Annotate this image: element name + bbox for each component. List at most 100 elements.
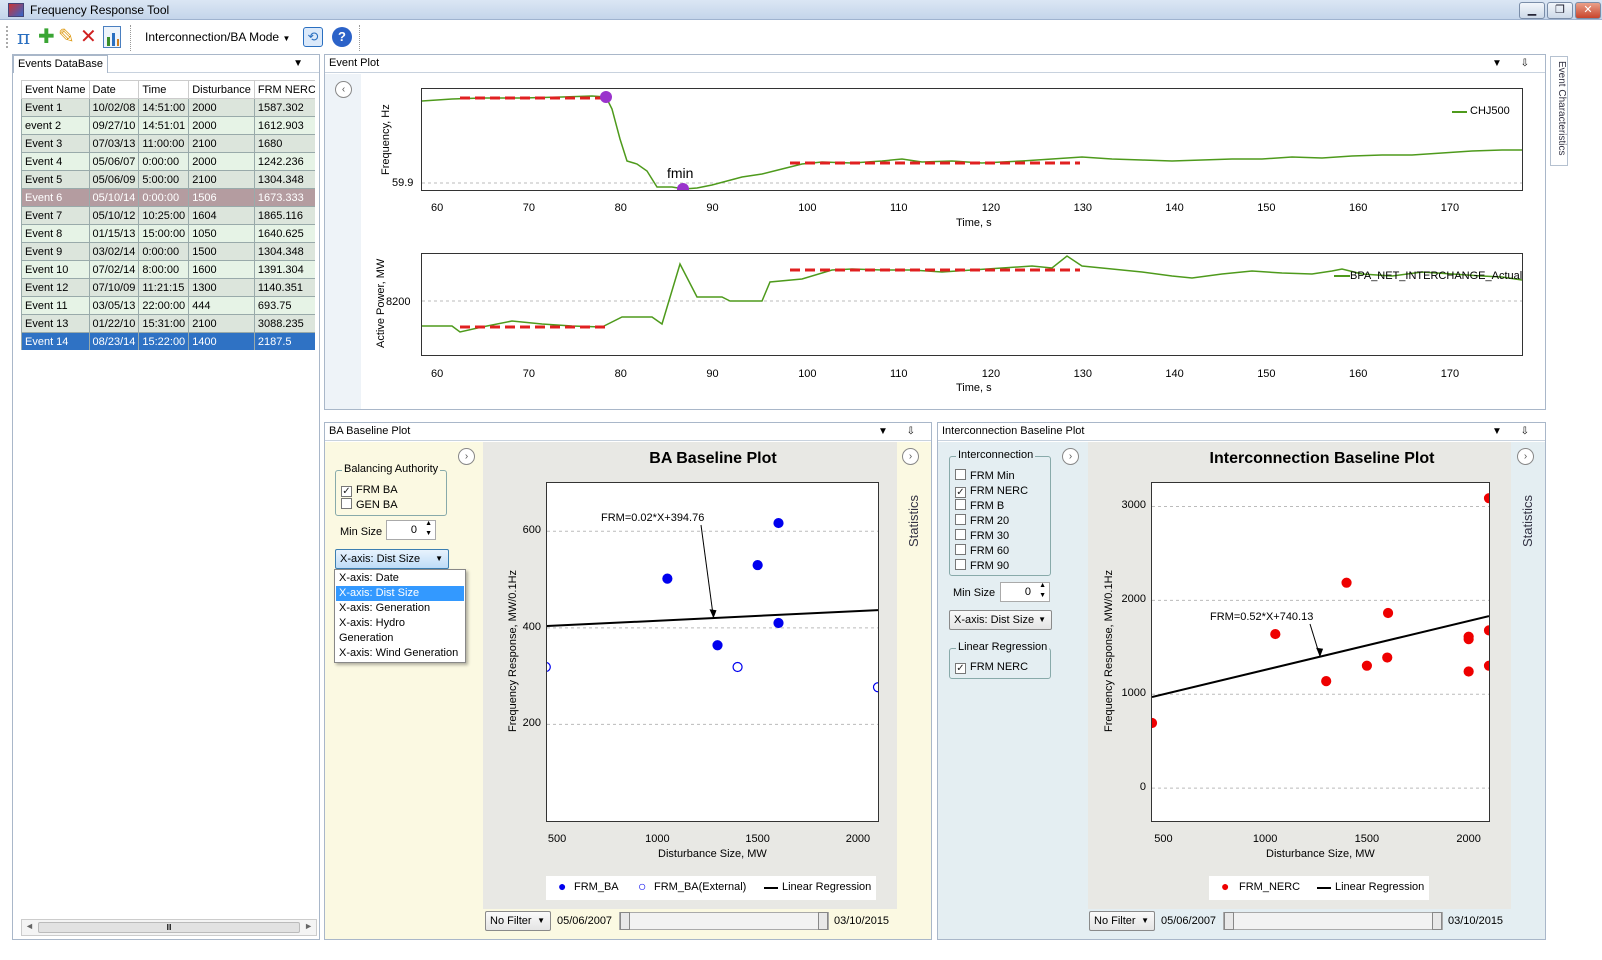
dropdown-option[interactable]: X-axis: Dist Size bbox=[336, 586, 464, 601]
panel-menu-icon[interactable]: ▼ bbox=[293, 58, 311, 69]
horizontal-scrollbar[interactable]: ◄ Ⅲ ► bbox=[21, 919, 317, 936]
spinner-arrows-icon[interactable]: ▲ ▼ bbox=[425, 520, 432, 537]
checkbox-icon[interactable] bbox=[955, 544, 966, 555]
checkbox-row[interactable]: ✓ FRM BA bbox=[341, 483, 398, 498]
checkbox-row[interactable]: ✓ FRM NERC bbox=[955, 484, 1028, 499]
column-header[interactable]: Disturbance bbox=[188, 80, 255, 99]
table-row[interactable]: Event 8 01/15/13 15:00:00 1050 1640.625 bbox=[21, 224, 315, 243]
checkbox-row[interactable]: FRM 60 bbox=[955, 544, 1028, 559]
checkbox-checked-icon[interactable]: ✓ bbox=[955, 663, 966, 674]
checkbox-icon[interactable] bbox=[955, 514, 966, 525]
ic-spinner-arrows-icon[interactable]: ▲ ▼ bbox=[1039, 582, 1046, 599]
ba-legend-regression: Linear Regression bbox=[782, 881, 872, 893]
table-row[interactable]: Event 12 07/10/09 11:21:15 1300 1140.351 bbox=[21, 278, 315, 297]
dropdown-option[interactable]: X-axis: Date bbox=[339, 572, 399, 584]
checkbox-row[interactable]: FRM 20 bbox=[955, 514, 1028, 529]
dropdown-option[interactable]: X-axis: Hydro Generation bbox=[339, 617, 406, 644]
add-icon[interactable]: ✚ bbox=[38, 26, 55, 48]
table-row[interactable]: Event 7 05/10/12 10:25:00 1604 1865.116 bbox=[21, 206, 315, 225]
checkbox-icon[interactable] bbox=[955, 499, 966, 510]
checkbox-checked-icon[interactable]: ✓ bbox=[955, 487, 966, 498]
panel-pin-icon[interactable]: ▼ ⇩ bbox=[1491, 58, 1537, 69]
x-tick-label: 120 bbox=[981, 202, 1001, 214]
checkbox-icon[interactable] bbox=[955, 559, 966, 570]
table-row[interactable]: Event 1 10/02/08 14:51:00 2000 1587.302 bbox=[21, 98, 315, 117]
ba-xaxis-combo[interactable]: X-axis: Dist Size bbox=[335, 549, 449, 569]
checkbox-icon[interactable] bbox=[955, 469, 966, 480]
events-tab[interactable]: Events DataBase bbox=[13, 55, 108, 73]
scroll-right-icon[interactable]: ► bbox=[304, 921, 313, 931]
dropdown-option[interactable]: X-axis: Wind Generation bbox=[339, 647, 459, 659]
checkbox-checked-icon[interactable]: ✓ bbox=[341, 486, 352, 497]
table-row[interactable]: Event 5 05/06/09 5:00:00 2100 1304.348 bbox=[21, 170, 315, 189]
ic-statistics-expand-icon[interactable]: › bbox=[1517, 448, 1534, 465]
ic-xaxis-combo[interactable]: X-axis: Dist Size bbox=[949, 610, 1052, 630]
report-icon[interactable] bbox=[103, 26, 121, 48]
table-row[interactable]: Event 13 01/22/10 15:31:00 2100 3088.235 bbox=[21, 314, 315, 333]
ic-panel-pin-icon[interactable]: ▼ ⇩ bbox=[1491, 426, 1537, 437]
table-row[interactable]: Event 3 07/03/13 11:00:00 2100 1680 bbox=[21, 134, 315, 153]
column-header[interactable]: Date bbox=[88, 80, 140, 99]
checkbox-label: FRM 60 bbox=[970, 545, 1010, 557]
mode-dropdown[interactable]: Interconnection/BA Mode ▼ bbox=[145, 30, 291, 44]
table-row[interactable]: Event 11 03/05/13 22:00:00 444 693.75 bbox=[21, 296, 315, 315]
ic-min-size-spinner[interactable]: 0 ▲ ▼ bbox=[1000, 582, 1050, 602]
maximize-button[interactable]: ❐ bbox=[1547, 2, 1573, 19]
x-tick-label: 90 bbox=[706, 368, 719, 380]
column-header[interactable]: Time bbox=[138, 80, 190, 99]
ic-expand-icon[interactable]: › bbox=[1062, 448, 1079, 465]
delete-icon[interactable]: ✕ bbox=[80, 26, 97, 48]
table-cell: 5:00:00 bbox=[138, 170, 190, 189]
ic-statistics-label[interactable]: Statistics bbox=[1520, 494, 1535, 547]
checkbox-row[interactable]: FRM 30 bbox=[955, 529, 1028, 544]
pi-icon[interactable]: π bbox=[17, 25, 31, 49]
checkbox-row[interactable]: FRM B bbox=[955, 499, 1028, 514]
ba-expand-icon[interactable]: › bbox=[458, 448, 475, 465]
help-icon[interactable]: ? bbox=[332, 27, 352, 47]
checkbox-row[interactable]: FRM Min bbox=[955, 469, 1028, 484]
table-row[interactable]: Event 14 08/23/14 15:22:00 1400 2187.5 bbox=[21, 332, 315, 350]
ba-statistics-expand-icon[interactable]: › bbox=[902, 448, 919, 465]
table-cell: 09/27/10 bbox=[88, 116, 140, 135]
table-row[interactable]: Event 10 07/02/14 8:00:00 1600 1391.304 bbox=[21, 260, 315, 279]
refresh-icon[interactable]: ⟲ bbox=[303, 27, 323, 47]
minimize-button[interactable]: ▁ bbox=[1519, 2, 1545, 19]
ba-slider-right-thumb[interactable] bbox=[818, 912, 828, 930]
expand-arrow-icon[interactable]: ‹ bbox=[335, 81, 352, 98]
scroll-left-icon[interactable]: ◄ bbox=[25, 921, 34, 931]
checkbox-icon[interactable] bbox=[341, 498, 352, 509]
edit-pencil-icon[interactable]: ✎ bbox=[58, 26, 75, 48]
table-row[interactable]: Event 4 05/06/07 0:00:00 2000 1242.236 bbox=[21, 152, 315, 171]
ba-slider-left-thumb[interactable] bbox=[620, 912, 630, 930]
checkbox-row[interactable]: ✓ FRM NERC bbox=[955, 660, 1028, 675]
table-row[interactable]: Event 6 05/10/14 0:00:00 1506 1673.333 bbox=[21, 188, 315, 207]
table-row[interactable]: event 2 09/27/10 14:51:01 2000 1612.903 bbox=[21, 116, 315, 135]
event-characteristics-tab[interactable]: Event Characteristics bbox=[1550, 56, 1568, 166]
ic-filter-combo[interactable]: No Filter bbox=[1089, 911, 1155, 931]
ic-chart-title: Interconnection Baseline Plot bbox=[1209, 450, 1435, 467]
ic-panel-title: Interconnection Baseline Plot bbox=[942, 425, 1085, 437]
ic-date-slider[interactable] bbox=[1223, 912, 1443, 930]
dropdown-option[interactable]: X-axis: Generation bbox=[339, 602, 431, 614]
scrollbar-thumb[interactable]: Ⅲ bbox=[38, 922, 300, 933]
column-header[interactable]: FRM NERC bbox=[253, 80, 315, 99]
close-button[interactable]: ✕ bbox=[1575, 2, 1601, 19]
x-tick-label: 130 bbox=[1073, 202, 1092, 214]
checkbox-row[interactable]: GEN BA bbox=[341, 498, 398, 513]
table-row[interactable]: Event 9 03/02/14 0:00:00 1500 1304.348 bbox=[21, 242, 315, 261]
ba-xaxis-dropdown-list: X-axis: Date X-axis: Dist Size X-axis: Gen… bbox=[334, 569, 466, 663]
ba-statistics-label[interactable]: Statistics bbox=[906, 494, 921, 547]
checkbox-row[interactable]: FRM 90 bbox=[955, 559, 1028, 574]
linear-regression-label: Linear Regression bbox=[956, 641, 1050, 653]
x-tick-label: 130 bbox=[1073, 368, 1092, 380]
column-header[interactable]: Event Name bbox=[21, 80, 90, 99]
checkbox-icon[interactable] bbox=[955, 529, 966, 540]
ba-panel-pin-icon[interactable]: ▼ ⇩ bbox=[877, 426, 923, 437]
legend-red-dot-icon: ● bbox=[1221, 878, 1230, 894]
ic-slider-left-thumb[interactable] bbox=[1224, 912, 1234, 930]
ba-date-slider[interactable] bbox=[619, 912, 829, 930]
ba-min-size-spinner[interactable]: 0 ▲ ▼ bbox=[386, 520, 436, 540]
ic-slider-right-thumb[interactable] bbox=[1432, 912, 1442, 930]
ba-filter-combo[interactable]: No Filter bbox=[485, 911, 551, 931]
data-point bbox=[662, 573, 673, 584]
